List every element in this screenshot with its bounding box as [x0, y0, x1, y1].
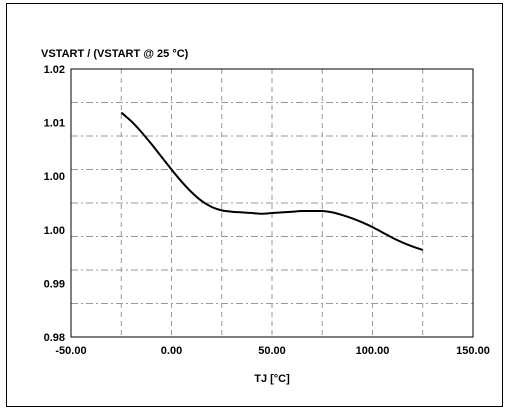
y-tick-label: 0.99	[44, 278, 65, 290]
x-tick-label: 150.00	[456, 345, 490, 357]
grid-layer	[71, 69, 473, 337]
y-tick-label: 1.01	[44, 118, 65, 130]
y-axis-title: VSTART / (VSTART @ 25 °C)	[41, 48, 189, 60]
plot-area-border	[70, 68, 474, 338]
x-axis-title: TJ [°C]	[254, 373, 290, 385]
series-layer	[120, 111, 424, 251]
y-tick-label: 1.00	[44, 171, 65, 183]
chart-plot: -50.00 0.00 50.00 100.00 150.00 0.98 0.99 1.00 1…	[41, 48, 490, 385]
x-tick-label: 100.00	[356, 345, 390, 357]
x-tick-label: 0.00	[161, 345, 182, 357]
chart-frame: -50.00 0.00 50.00 100.00 150.00 0.98 0.99 1.00 1…	[6, 3, 503, 407]
tick-labels: -50.00 0.00 50.00 100.00 150.00 0.98 0.99 1.00 1…	[44, 64, 490, 357]
x-tick-label: -50.00	[55, 345, 86, 357]
x-tick-label: 50.00	[258, 345, 286, 357]
y-tick-label: 1.02	[44, 64, 65, 76]
series-line-0	[120, 111, 424, 251]
y-tick-label: 0.98	[44, 332, 65, 344]
y-tick-label: 1.00	[44, 225, 65, 237]
